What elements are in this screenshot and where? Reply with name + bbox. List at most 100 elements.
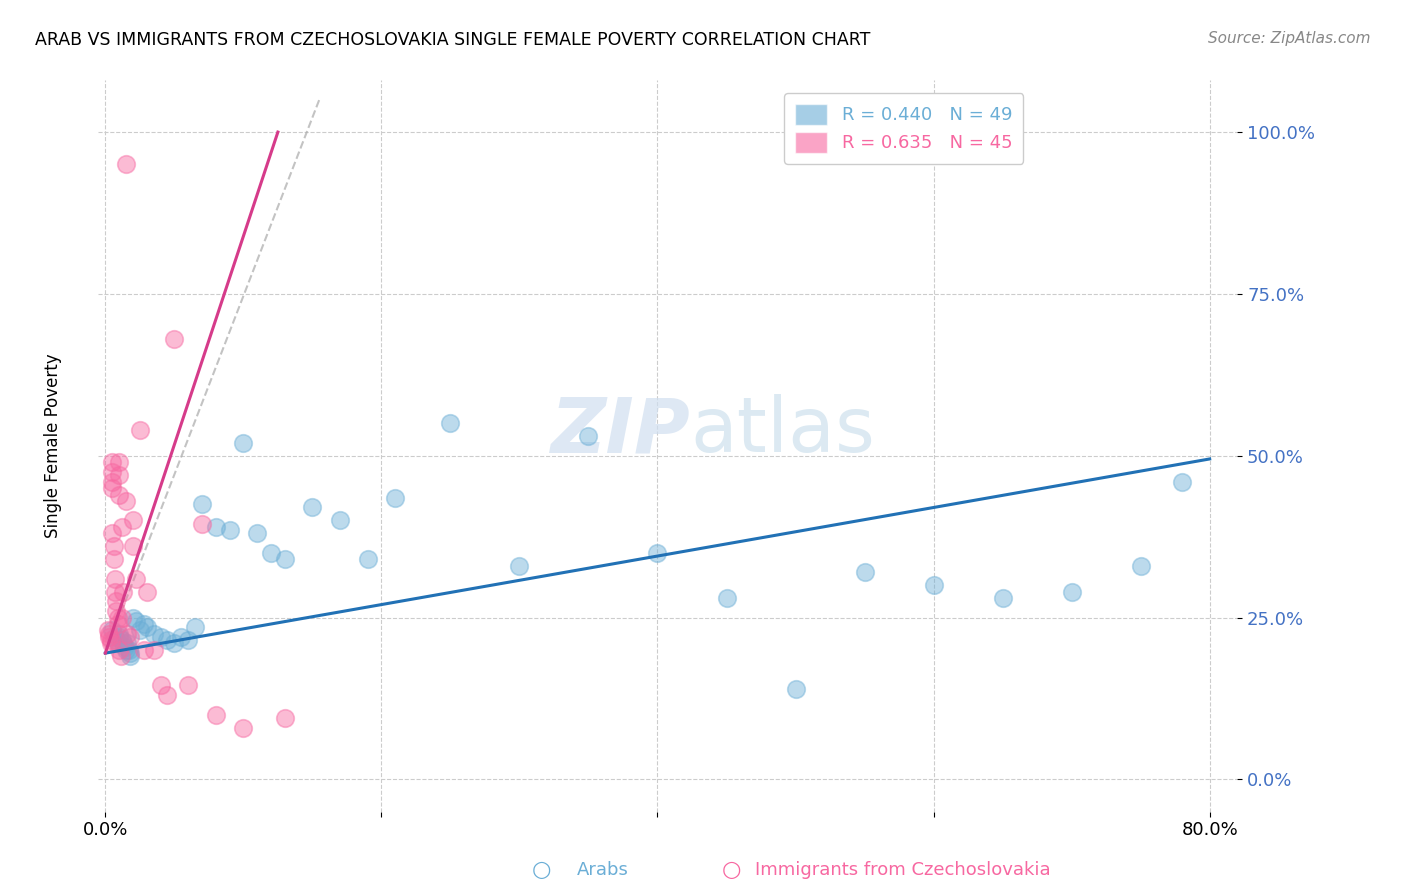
- Point: [112, 636, 135, 650]
- Text: Single Female Poverty: Single Female Poverty: [44, 354, 62, 538]
- Point: [101, 475, 124, 489]
- Point: [108, 630, 131, 644]
- Point: [122, 539, 145, 553]
- Point: [274, 552, 297, 566]
- Point: [111, 610, 134, 624]
- Point: [163, 332, 186, 346]
- Point: [156, 633, 179, 648]
- Point: [115, 494, 138, 508]
- Point: [110, 649, 132, 664]
- Point: [101, 465, 124, 479]
- Point: [108, 455, 131, 469]
- Text: atlas: atlas: [690, 394, 876, 468]
- Point: [922, 578, 945, 592]
- Point: [142, 643, 165, 657]
- Point: [163, 636, 186, 650]
- Point: [204, 520, 226, 534]
- Point: [132, 617, 155, 632]
- Point: [274, 711, 297, 725]
- Point: [104, 630, 127, 644]
- Point: [142, 626, 165, 640]
- Point: [1060, 584, 1083, 599]
- Point: [107, 636, 129, 650]
- Point: [191, 497, 214, 511]
- Point: [100, 636, 122, 650]
- Point: [122, 610, 145, 624]
- Point: [232, 721, 254, 735]
- Point: [104, 572, 127, 586]
- Point: [97, 624, 120, 638]
- Point: [98, 626, 121, 640]
- Text: Arabs: Arabs: [576, 861, 628, 879]
- Point: [356, 552, 378, 566]
- Point: [132, 643, 155, 657]
- Point: [115, 157, 138, 171]
- Point: [103, 552, 125, 566]
- Point: [184, 620, 207, 634]
- Point: [149, 678, 172, 692]
- Point: [101, 624, 124, 638]
- Legend: R = 0.440   N = 49, R = 0.635   N = 45: R = 0.440 N = 49, R = 0.635 N = 45: [785, 93, 1024, 163]
- Point: [115, 643, 138, 657]
- Point: [1171, 475, 1194, 489]
- Point: [246, 526, 269, 541]
- Point: [105, 594, 128, 608]
- Point: [105, 604, 128, 618]
- Point: [111, 520, 134, 534]
- Point: [853, 566, 876, 580]
- Point: [1129, 558, 1152, 573]
- Point: [117, 636, 139, 650]
- Point: [191, 516, 214, 531]
- Point: [301, 500, 323, 515]
- Point: [101, 526, 124, 541]
- Point: [104, 584, 127, 599]
- Point: [101, 481, 124, 495]
- Point: [177, 678, 200, 692]
- Point: [156, 688, 179, 702]
- Point: [991, 591, 1014, 606]
- Point: [111, 633, 134, 648]
- Point: [647, 546, 669, 560]
- Point: [125, 614, 148, 628]
- Text: ARAB VS IMMIGRANTS FROM CZECHOSLOVAKIA SINGLE FEMALE POVERTY CORRELATION CHART: ARAB VS IMMIGRANTS FROM CZECHOSLOVAKIA S…: [35, 31, 870, 49]
- Point: [204, 707, 226, 722]
- Point: [114, 640, 136, 654]
- Text: Source: ZipAtlas.com: Source: ZipAtlas.com: [1208, 31, 1371, 46]
- Point: [108, 487, 131, 501]
- Point: [716, 591, 738, 606]
- Point: [107, 617, 129, 632]
- Point: [108, 468, 131, 483]
- Point: [103, 539, 125, 553]
- Text: ZIP: ZIP: [551, 394, 690, 468]
- Point: [135, 584, 157, 599]
- Point: [232, 435, 254, 450]
- Text: ○: ○: [721, 860, 741, 880]
- Text: Immigrants from Czechoslovakia: Immigrants from Czechoslovakia: [755, 861, 1050, 879]
- Point: [105, 633, 128, 648]
- Point: [170, 630, 193, 644]
- Point: [120, 649, 142, 664]
- Point: [117, 626, 139, 640]
- Point: [108, 643, 131, 657]
- Point: [329, 513, 352, 527]
- Point: [384, 491, 406, 505]
- Point: [100, 633, 122, 648]
- Point: [107, 610, 129, 624]
- Point: [120, 630, 142, 644]
- Point: [177, 633, 200, 648]
- Point: [118, 643, 141, 657]
- Point: [260, 546, 283, 560]
- Point: [439, 417, 461, 431]
- Point: [218, 523, 240, 537]
- Point: [125, 572, 148, 586]
- Point: [128, 423, 150, 437]
- Point: [578, 429, 600, 443]
- Point: [101, 455, 124, 469]
- Point: [98, 630, 121, 644]
- Point: [149, 630, 172, 644]
- Point: [785, 681, 807, 696]
- Point: [508, 558, 530, 573]
- Text: ○: ○: [531, 860, 551, 880]
- Point: [135, 620, 157, 634]
- Point: [122, 513, 145, 527]
